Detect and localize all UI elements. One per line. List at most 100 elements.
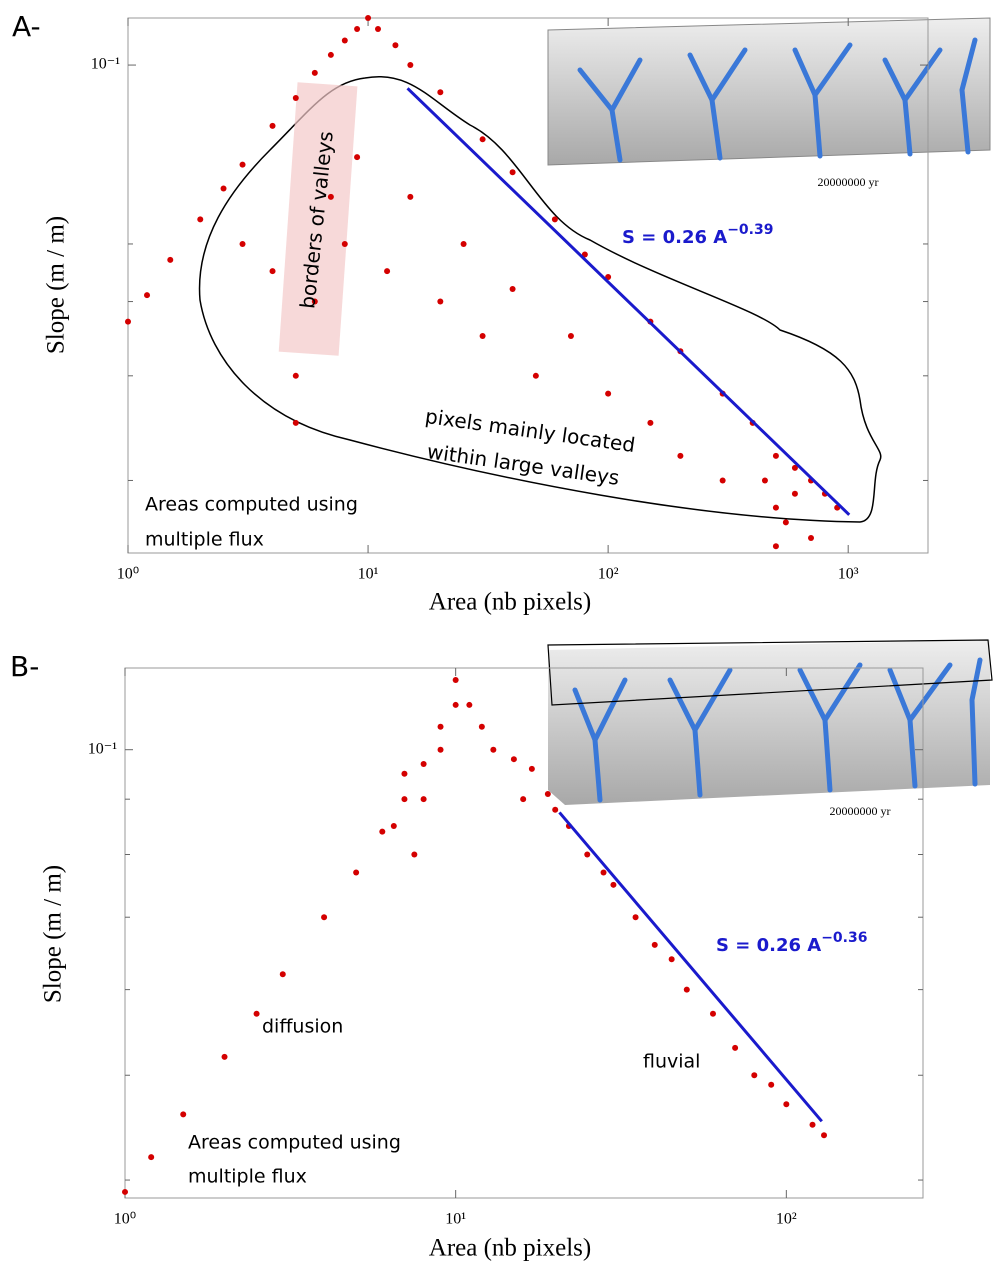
point [341, 37, 348, 44]
point [772, 452, 779, 459]
point [411, 851, 418, 858]
x-axis-label: Area (nb pixels) [429, 1235, 591, 1262]
point [751, 1072, 758, 1079]
scatter-points [125, 15, 841, 550]
fit-label-exponent: −0.39 [727, 222, 773, 238]
panel-label: B- [10, 650, 39, 683]
point [384, 268, 391, 275]
point [221, 1053, 228, 1060]
point [354, 154, 361, 161]
x-tick-label: 10¹ [358, 566, 379, 583]
point [292, 95, 299, 102]
point [452, 701, 459, 708]
point [709, 1010, 716, 1017]
fit-line [406, 87, 851, 516]
point [354, 25, 361, 32]
point [821, 1132, 828, 1139]
x-tick-label: 10⁰ [114, 1211, 136, 1228]
x-axis-label: Area (nb pixels) [429, 589, 591, 616]
annotation: Areas computed using [145, 494, 358, 516]
inset-caption: 20000000 yr [818, 175, 879, 189]
point [279, 971, 286, 978]
point [520, 796, 527, 803]
point [379, 828, 386, 835]
point [197, 216, 204, 223]
point [532, 372, 539, 379]
point [772, 504, 779, 511]
point [460, 240, 467, 247]
fit-label: S = 0.26 A−0.36 [716, 930, 867, 956]
y-axis-label: Slope (m / m) [43, 216, 70, 354]
point [552, 806, 559, 813]
y-tick-label: 10⁻¹ [91, 56, 120, 73]
point [809, 1121, 816, 1128]
point [647, 419, 654, 426]
fit-label-base: S = 0.26 A [716, 935, 821, 956]
point [239, 240, 246, 247]
point [528, 765, 535, 772]
point [761, 477, 768, 484]
point [401, 796, 408, 803]
point [253, 1010, 260, 1017]
point [239, 161, 246, 168]
point [600, 869, 607, 876]
point [782, 519, 789, 526]
point [551, 216, 558, 223]
point [452, 676, 459, 683]
point [392, 42, 399, 49]
x-tick-label: 10² [776, 1211, 797, 1228]
point [420, 796, 427, 803]
point [437, 89, 444, 96]
point [605, 273, 612, 280]
annotation: Areas computed using [188, 1132, 401, 1154]
fit-label-exponent: −0.36 [821, 930, 867, 946]
x-tick-label: 10¹ [445, 1211, 466, 1228]
panel-label: A- [12, 10, 41, 43]
point [581, 251, 588, 258]
point [311, 298, 318, 305]
point [125, 318, 131, 325]
point [479, 333, 486, 340]
x-tick-label: 10³ [838, 566, 859, 583]
terrain-inset [547, 17, 991, 166]
point [478, 723, 485, 730]
point [401, 770, 408, 777]
point [292, 372, 299, 379]
point [719, 477, 726, 484]
point [167, 256, 174, 263]
label-highlight [278, 82, 358, 356]
point [269, 268, 276, 275]
point [321, 914, 328, 921]
point [365, 15, 372, 21]
plot-frame [127, 17, 929, 554]
point [407, 62, 414, 69]
point [148, 1154, 155, 1161]
point [610, 881, 617, 888]
point [668, 956, 675, 963]
point [292, 419, 299, 426]
point [509, 285, 516, 292]
point [466, 701, 473, 708]
point [509, 169, 516, 176]
fit-line [558, 811, 823, 1123]
point [437, 746, 444, 753]
fit-label-base: S = 0.26 A [622, 227, 727, 248]
point [791, 464, 798, 471]
point [375, 25, 382, 32]
annotation: fluvial [643, 1051, 700, 1073]
point [490, 746, 497, 753]
annotation: multiple flux [188, 1166, 307, 1188]
point [772, 543, 779, 550]
annotation: diffusion [262, 1016, 343, 1038]
point [437, 298, 444, 305]
panel: B- Area (nb pixels) Slope (m / m) 10⁰ 10¹ 10²… [10, 650, 924, 1262]
point [732, 1044, 739, 1051]
plot-frame [124, 667, 924, 1199]
point [544, 790, 551, 797]
point [783, 1101, 790, 1108]
point [584, 851, 591, 858]
fit-label: S = 0.26 A−0.39 [622, 222, 773, 248]
x-tick-label: 10² [598, 566, 619, 583]
y-axis-label: Slope (m / m) [40, 865, 67, 1003]
